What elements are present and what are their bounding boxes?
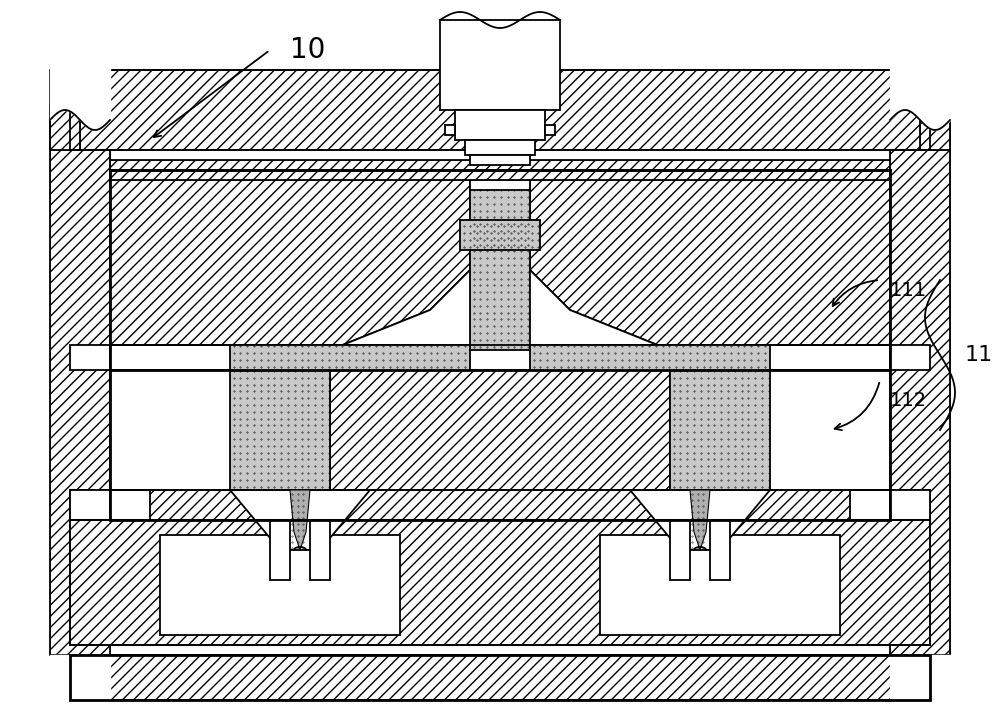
Bar bbox=[530, 345, 770, 370]
Bar bbox=[230, 345, 470, 370]
Text: 111: 111 bbox=[890, 280, 927, 300]
Bar bbox=[670, 370, 770, 490]
Polygon shape bbox=[110, 170, 470, 350]
Bar bbox=[460, 220, 540, 250]
Bar bbox=[70, 345, 110, 370]
Bar bbox=[230, 370, 330, 490]
Bar bbox=[890, 490, 930, 520]
Bar bbox=[70, 520, 930, 645]
Bar bbox=[70, 70, 930, 150]
Bar bbox=[310, 520, 330, 580]
Bar bbox=[110, 370, 890, 490]
Bar bbox=[670, 520, 690, 580]
Bar bbox=[50, 105, 110, 655]
Bar bbox=[330, 370, 670, 490]
Bar bbox=[50, 70, 80, 150]
Polygon shape bbox=[330, 170, 670, 350]
Bar bbox=[160, 535, 400, 635]
Bar bbox=[70, 655, 930, 700]
Bar bbox=[710, 520, 730, 580]
Bar bbox=[110, 160, 890, 180]
Bar bbox=[890, 490, 930, 520]
Bar bbox=[270, 520, 290, 580]
Text: 10: 10 bbox=[290, 36, 325, 64]
Polygon shape bbox=[110, 370, 330, 490]
Bar bbox=[70, 490, 110, 520]
Bar bbox=[455, 110, 545, 140]
Bar bbox=[600, 535, 840, 635]
Polygon shape bbox=[630, 490, 770, 550]
Bar bbox=[890, 105, 950, 655]
Bar bbox=[110, 490, 890, 520]
Polygon shape bbox=[290, 490, 310, 550]
Bar bbox=[110, 345, 890, 370]
Bar bbox=[70, 70, 930, 150]
Bar bbox=[70, 520, 930, 645]
Polygon shape bbox=[670, 370, 890, 490]
Bar bbox=[110, 170, 890, 520]
Bar bbox=[50, 105, 110, 655]
Bar bbox=[330, 370, 670, 490]
Bar bbox=[440, 20, 560, 110]
Bar bbox=[70, 655, 930, 700]
Bar bbox=[70, 490, 110, 520]
Bar bbox=[545, 125, 555, 135]
Polygon shape bbox=[670, 370, 890, 490]
Bar bbox=[110, 490, 150, 520]
Text: 11: 11 bbox=[965, 345, 993, 365]
Bar bbox=[50, 70, 80, 150]
Bar bbox=[70, 520, 930, 645]
Bar bbox=[890, 345, 930, 370]
Bar bbox=[70, 655, 930, 700]
Bar bbox=[70, 70, 930, 150]
Polygon shape bbox=[530, 170, 890, 350]
Text: 112: 112 bbox=[890, 391, 927, 410]
Bar bbox=[110, 490, 890, 520]
Polygon shape bbox=[690, 490, 710, 550]
Bar bbox=[470, 190, 530, 350]
Bar bbox=[920, 70, 950, 150]
Polygon shape bbox=[110, 370, 330, 490]
Bar bbox=[850, 490, 890, 520]
Polygon shape bbox=[230, 490, 370, 550]
Bar bbox=[110, 160, 890, 180]
Bar bbox=[445, 125, 455, 135]
Bar bbox=[920, 70, 950, 150]
Bar bbox=[465, 140, 535, 155]
Bar bbox=[110, 370, 890, 490]
Bar bbox=[890, 105, 950, 655]
Bar bbox=[470, 155, 530, 165]
